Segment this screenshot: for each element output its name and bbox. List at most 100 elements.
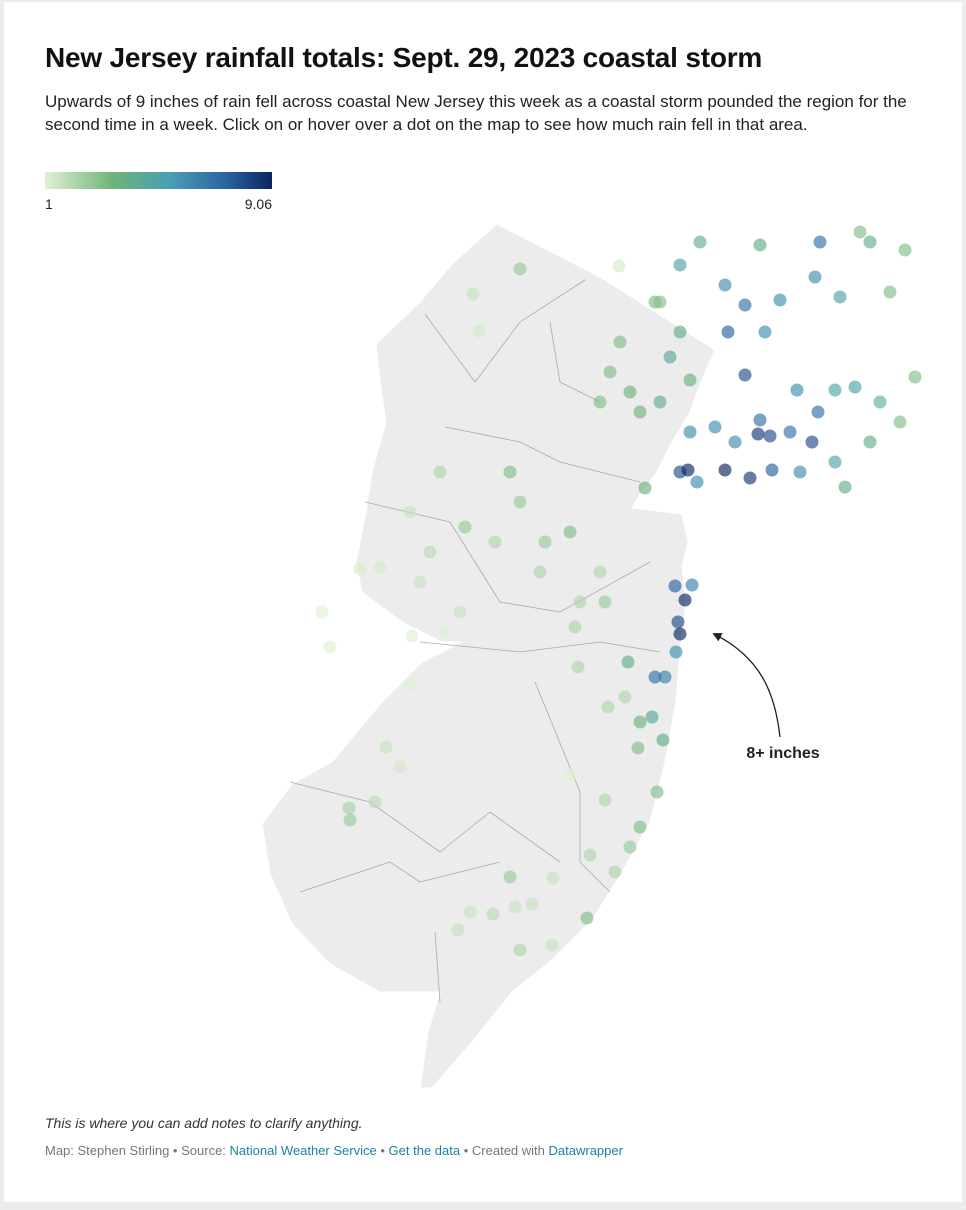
rainfall-dot[interactable] bbox=[453, 605, 467, 619]
rainfall-dot[interactable] bbox=[645, 710, 659, 724]
rainfall-dot[interactable] bbox=[838, 480, 852, 494]
tool-link[interactable]: Datawrapper bbox=[548, 1143, 623, 1158]
rainfall-dot[interactable] bbox=[353, 562, 367, 576]
rainfall-dot[interactable] bbox=[593, 565, 607, 579]
data-link[interactable]: Get the data bbox=[388, 1143, 461, 1158]
rainfall-dot[interactable] bbox=[393, 760, 407, 774]
rainfall-dot[interactable] bbox=[633, 715, 647, 729]
rainfall-dot[interactable] bbox=[633, 405, 647, 419]
rainfall-dot[interactable] bbox=[379, 740, 393, 754]
rainfall-dot[interactable] bbox=[718, 278, 732, 292]
rainfall-dot[interactable] bbox=[753, 238, 767, 252]
rainfall-dot[interactable] bbox=[743, 471, 757, 485]
rainfall-dot[interactable] bbox=[783, 425, 797, 439]
rainfall-dot[interactable] bbox=[908, 370, 922, 384]
rainfall-dot[interactable] bbox=[571, 660, 585, 674]
rainfall-dot[interactable] bbox=[601, 700, 615, 714]
rainfall-dot[interactable] bbox=[463, 905, 477, 919]
rainfall-dot[interactable] bbox=[653, 395, 667, 409]
rainfall-dot[interactable] bbox=[612, 259, 626, 273]
rainfall-dot[interactable] bbox=[633, 820, 647, 834]
rainfall-dot[interactable] bbox=[583, 848, 597, 862]
rainfall-dot[interactable] bbox=[808, 270, 822, 284]
rainfall-dot[interactable] bbox=[423, 545, 437, 559]
rainfall-dot[interactable] bbox=[690, 475, 704, 489]
rainfall-dot[interactable] bbox=[678, 593, 692, 607]
source-link[interactable]: National Weather Service bbox=[229, 1143, 377, 1158]
rainfall-dot[interactable] bbox=[790, 383, 804, 397]
rainfall-dot[interactable] bbox=[738, 368, 752, 382]
rainfall-dot[interactable] bbox=[323, 640, 337, 654]
rainfall-dot[interactable] bbox=[623, 840, 637, 854]
rainfall-dot[interactable] bbox=[863, 435, 877, 449]
rainfall-dot[interactable] bbox=[608, 865, 622, 879]
rainfall-dot[interactable] bbox=[673, 325, 687, 339]
rainfall-dot[interactable] bbox=[315, 605, 329, 619]
rainfall-dot[interactable] bbox=[853, 225, 867, 239]
rainfall-dot[interactable] bbox=[638, 481, 652, 495]
rainfall-dot[interactable] bbox=[580, 911, 594, 925]
rainfall-dot[interactable] bbox=[805, 435, 819, 449]
rainfall-dot[interactable] bbox=[618, 690, 632, 704]
rainfall-dot[interactable] bbox=[631, 741, 645, 755]
rainfall-dot[interactable] bbox=[893, 415, 907, 429]
rainfall-dot[interactable] bbox=[621, 655, 635, 669]
rainfall-dot[interactable] bbox=[685, 578, 699, 592]
rainfall-dot[interactable] bbox=[603, 365, 617, 379]
rainfall-dot[interactable] bbox=[451, 923, 465, 937]
rainfall-dot[interactable] bbox=[663, 350, 677, 364]
rainfall-dot[interactable] bbox=[413, 575, 427, 589]
rainfall-dot[interactable] bbox=[513, 943, 527, 957]
rainfall-dot[interactable] bbox=[368, 795, 382, 809]
rainfall-dot[interactable] bbox=[613, 335, 627, 349]
rainfall-dot[interactable] bbox=[773, 293, 787, 307]
rainfall-dot[interactable] bbox=[673, 627, 687, 641]
rainfall-dot[interactable] bbox=[563, 525, 577, 539]
rainfall-dot[interactable] bbox=[848, 380, 862, 394]
rainfall-dot[interactable] bbox=[513, 262, 527, 276]
rainfall-dot[interactable] bbox=[343, 813, 357, 827]
rainfall-dot[interactable] bbox=[863, 235, 877, 249]
rainfall-dot[interactable] bbox=[513, 495, 527, 509]
rainfall-dot[interactable] bbox=[833, 290, 847, 304]
rainfall-dot[interactable] bbox=[658, 670, 672, 684]
rainfall-dot[interactable] bbox=[648, 670, 662, 684]
rainfall-dot[interactable] bbox=[718, 463, 732, 477]
rainfall-dot[interactable] bbox=[828, 455, 842, 469]
rainfall-dot[interactable] bbox=[898, 243, 912, 257]
rainfall-dot[interactable] bbox=[403, 505, 417, 519]
rainfall-dot[interactable] bbox=[683, 425, 697, 439]
rainfall-dot[interactable] bbox=[793, 465, 807, 479]
rainfall-dot[interactable] bbox=[573, 595, 587, 609]
rainfall-dot[interactable] bbox=[438, 625, 452, 639]
rainfall-dot[interactable] bbox=[708, 420, 722, 434]
rainfall-dot[interactable] bbox=[721, 325, 735, 339]
rainfall-dot[interactable] bbox=[373, 560, 387, 574]
rainfall-dot[interactable] bbox=[546, 871, 560, 885]
rainfall-dot[interactable] bbox=[563, 768, 577, 782]
rainfall-dot[interactable] bbox=[650, 785, 664, 799]
rainfall-dot[interactable] bbox=[883, 285, 897, 299]
rainfall-dot[interactable] bbox=[538, 535, 552, 549]
rainfall-dot[interactable] bbox=[342, 801, 356, 815]
rainfall-dot[interactable] bbox=[693, 235, 707, 249]
rainfall-dot[interactable] bbox=[738, 298, 752, 312]
rainfall-dot[interactable] bbox=[683, 373, 697, 387]
rainfall-dot[interactable] bbox=[753, 413, 767, 427]
rainfall-dot[interactable] bbox=[763, 429, 777, 443]
rainfall-dot[interactable] bbox=[433, 465, 447, 479]
rainfall-dot[interactable] bbox=[598, 595, 612, 609]
rainfall-dot[interactable] bbox=[671, 615, 685, 629]
rainfall-dot[interactable] bbox=[811, 405, 825, 419]
rainfall-dot[interactable] bbox=[598, 793, 612, 807]
rainfall-dot[interactable] bbox=[593, 395, 607, 409]
rainfall-dot[interactable] bbox=[503, 465, 517, 479]
rainfall-dot[interactable] bbox=[403, 678, 417, 692]
rainfall-dot[interactable] bbox=[758, 325, 772, 339]
rainfall-dot[interactable] bbox=[813, 235, 827, 249]
rainfall-dot[interactable] bbox=[533, 565, 547, 579]
rainfall-dot[interactable] bbox=[673, 258, 687, 272]
rainfall-dot[interactable] bbox=[503, 870, 517, 884]
rainfall-dot[interactable] bbox=[623, 385, 637, 399]
rainfall-dot[interactable] bbox=[669, 645, 683, 659]
